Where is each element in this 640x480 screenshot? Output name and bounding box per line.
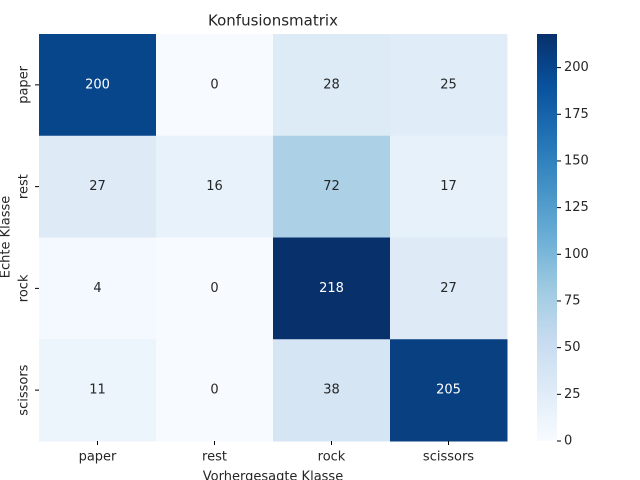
chart-title: Konfusionsmatrix bbox=[208, 12, 338, 30]
cell-label: 11 bbox=[89, 383, 106, 398]
cell-label: 0 bbox=[210, 77, 218, 92]
colorbar-tick-label: 75 bbox=[564, 293, 581, 308]
heatmap-cell bbox=[390, 135, 508, 238]
cell-label: 28 bbox=[323, 77, 340, 92]
colorbar-tick-label: 150 bbox=[564, 153, 589, 168]
heatmap-cell bbox=[39, 339, 157, 442]
heatmap-cell bbox=[390, 34, 508, 137]
cell-label: 16 bbox=[206, 179, 223, 194]
colorbar-tick-label: 50 bbox=[564, 340, 581, 355]
x-tick-label: rock bbox=[318, 450, 346, 465]
x-tick-label: paper bbox=[79, 450, 117, 465]
cell-label: 218 bbox=[319, 281, 344, 296]
cell-label: 4 bbox=[93, 281, 101, 296]
y-tick-label: rest bbox=[17, 174, 32, 199]
cell-label: 72 bbox=[323, 179, 340, 194]
cell-label: 0 bbox=[210, 281, 218, 296]
y-tick-label: scissors bbox=[17, 364, 32, 415]
x-tick-label: rest bbox=[202, 450, 227, 465]
colorbar-tick-label: 200 bbox=[564, 60, 589, 75]
heatmap-cell bbox=[156, 237, 274, 340]
x-tick-label: scissors bbox=[423, 450, 474, 465]
cell-label: 27 bbox=[440, 281, 457, 296]
y-tick-label: rock bbox=[17, 274, 32, 302]
y-tick-label: paper bbox=[17, 65, 32, 103]
heatmap-cell bbox=[39, 237, 157, 340]
heatmap-cell bbox=[156, 34, 274, 137]
heatmap-cell bbox=[390, 339, 508, 442]
colorbar-tick-label: 25 bbox=[564, 387, 581, 402]
colorbar-tick-label: 100 bbox=[564, 247, 589, 262]
cell-label: 27 bbox=[89, 179, 106, 194]
heatmap-cell bbox=[273, 135, 391, 238]
colorbar bbox=[537, 34, 557, 441]
cell-label: 0 bbox=[210, 383, 218, 398]
colorbar-tick-label: 175 bbox=[564, 107, 589, 122]
heatmap-cell bbox=[156, 135, 274, 238]
cell-label: 17 bbox=[440, 179, 457, 194]
cell-label: 205 bbox=[436, 383, 461, 398]
heatmap-cell bbox=[273, 237, 391, 340]
cell-label: 200 bbox=[85, 77, 110, 92]
heatmap-cell bbox=[273, 34, 391, 137]
colorbar-tick-label: 125 bbox=[564, 200, 589, 215]
heatmap-cell bbox=[273, 339, 391, 442]
cell-label: 38 bbox=[323, 383, 340, 398]
heatmap-cell bbox=[156, 339, 274, 442]
x-axis-label: Vorhergesagte Klasse bbox=[203, 470, 343, 480]
heatmap-cell bbox=[39, 135, 157, 238]
cell-label: 25 bbox=[440, 77, 457, 92]
y-axis-label: Echte Klasse bbox=[0, 196, 14, 278]
heatmap-cell bbox=[390, 237, 508, 340]
colorbar-tick-label: 0 bbox=[564, 434, 572, 449]
heatmap-cell bbox=[39, 34, 157, 137]
